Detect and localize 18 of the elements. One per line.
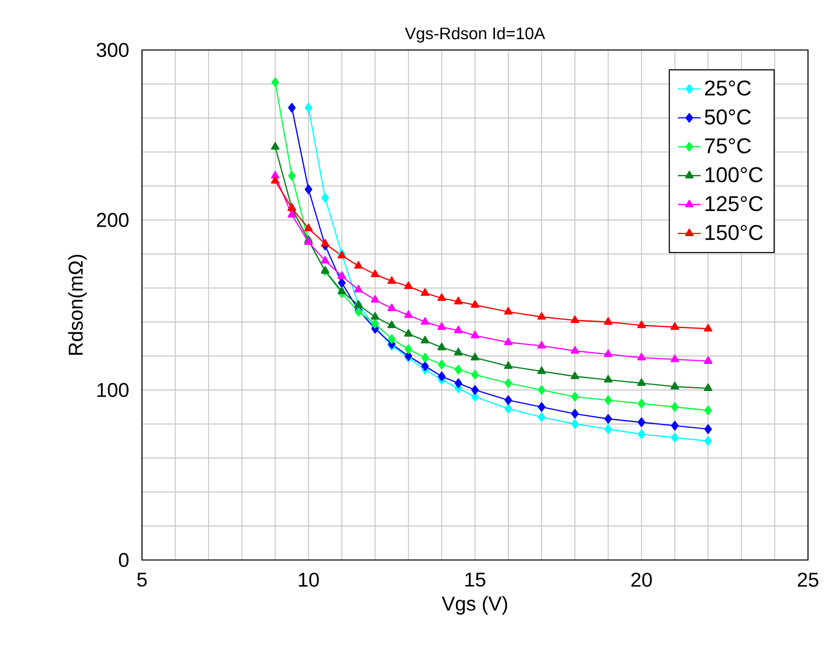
x-axis-title: Vgs (V) — [442, 596, 508, 615]
legend-label: 75°C — [705, 138, 751, 154]
legend-label: 150°C — [706, 224, 763, 240]
y-tick-label: 100 — [97, 382, 128, 398]
legend-label: 125°C — [706, 196, 763, 212]
y-tick-label: 0 — [118, 552, 129, 568]
x-tick-label: 5 — [137, 572, 147, 587]
chart-title: Vgs-Rdson Id=10A — [404, 27, 546, 43]
legend-label: 100°C — [706, 167, 763, 182]
x-tick-label: 15 — [465, 572, 486, 587]
x-tick-label: 10 — [298, 572, 319, 587]
y-axis-title: Rdson(mΩ) — [68, 254, 87, 355]
x-tick-label: 25 — [798, 572, 818, 587]
legend-label: 50°C — [704, 109, 751, 124]
x-tick-label: 20 — [631, 572, 652, 587]
y-tick-label: 200 — [96, 212, 128, 228]
y-tick-label: 300 — [96, 42, 128, 58]
legend-label: 25°C — [705, 80, 751, 96]
